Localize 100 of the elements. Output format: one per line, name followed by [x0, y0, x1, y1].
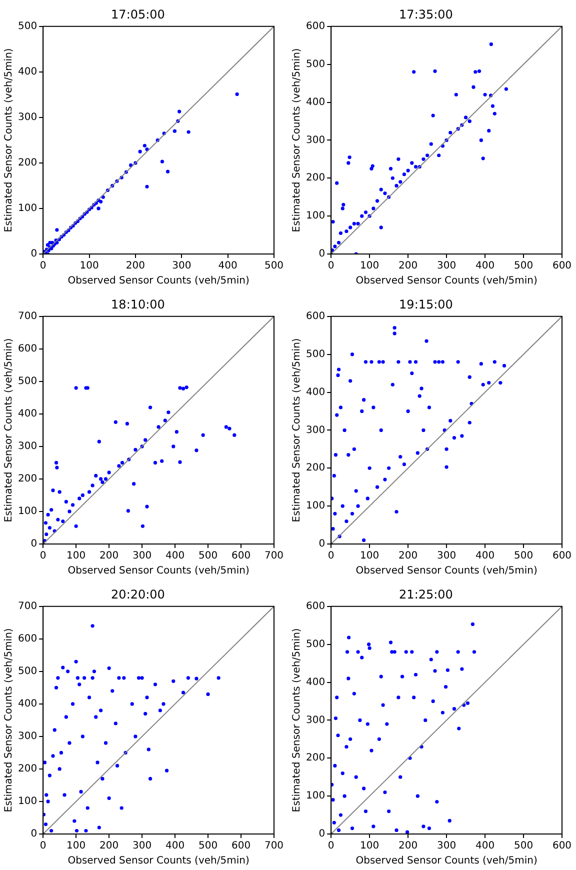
y-tick-label: 400	[306, 96, 326, 108]
x-tick-label: 500	[264, 260, 284, 272]
y-tick-label: 600	[306, 310, 326, 322]
x-tick-label: 300	[172, 260, 192, 272]
x-axis-title: Observed Sensor Counts (veh/5min)	[68, 566, 250, 577]
y-tick-label: 500	[306, 58, 326, 70]
x-tick-label: 300	[436, 840, 456, 852]
y-tick-label: 200	[306, 172, 326, 184]
y-axis-title: Estimated Sensor Counts (veh/5min)	[292, 628, 303, 812]
x-tick-label: 200	[100, 550, 119, 562]
y-tick-label: 200	[18, 474, 38, 485]
y-tick-label: 200	[18, 158, 38, 169]
y-tick-label: 700	[18, 600, 38, 612]
x-tick-label: 100	[360, 550, 380, 562]
y-tick-label: 400	[18, 408, 38, 420]
y-tick-label: 0	[30, 248, 38, 260]
y-axis-title: Estimated Sensor Counts (veh/5min)	[292, 338, 303, 522]
y-tick-label: 300	[306, 134, 326, 146]
x-tick-label: 200	[398, 840, 418, 852]
x-tick-label: 100	[80, 260, 99, 272]
x-tick-label: 100	[360, 840, 380, 852]
x-tick-label: 100	[66, 550, 86, 562]
y-tick-label: 700	[18, 310, 38, 322]
x-axis-title: Observed Sensor Counts (veh/5min)	[68, 856, 250, 867]
y-tick-label: 600	[18, 634, 38, 645]
chart-title: 17:35:00	[399, 7, 453, 22]
x-tick-label: 0	[40, 840, 46, 852]
x-tick-label: 0	[40, 260, 46, 272]
y-tick-label: 300	[306, 714, 326, 726]
x-tick-label: 400	[165, 840, 185, 852]
x-tick-label: 300	[436, 260, 456, 272]
x-tick-label: 700	[264, 550, 284, 562]
chart-title: 20:20:00	[111, 587, 165, 602]
y-tick-label: 400	[306, 386, 326, 398]
y-tick-label: 300	[18, 112, 38, 124]
x-tick-label: 300	[132, 550, 152, 562]
y-axis-title: Estimated Sensor Counts (veh/5min)	[4, 48, 15, 232]
x-tick-label: 0	[328, 550, 334, 562]
y-tick-label: 100	[18, 203, 38, 214]
y-tick-label: 500	[18, 666, 38, 678]
y-tick-label: 600	[306, 600, 326, 612]
x-tick-label: 200	[100, 840, 119, 852]
chart-title: 19:15:00	[399, 297, 453, 312]
x-tick-label: 400	[475, 260, 495, 272]
y-tick-label: 100	[18, 506, 38, 518]
x-axis-title: Observed Sensor Counts (veh/5min)	[356, 566, 538, 577]
chart-title: 17:05:00	[111, 7, 165, 22]
y-tick-label: 500	[18, 376, 38, 388]
y-tick-label: 400	[306, 676, 326, 688]
y-tick-label: 400	[18, 66, 38, 78]
x-tick-label: 400	[475, 550, 495, 562]
x-tick-label: 100	[66, 840, 86, 852]
x-axis-title: Observed Sensor Counts (veh/5min)	[356, 856, 538, 867]
x-tick-label: 500	[514, 260, 534, 272]
x-tick-label: 500	[514, 840, 534, 852]
y-tick-label: 200	[306, 752, 326, 764]
y-tick-label: 100	[306, 500, 326, 512]
x-tick-label: 500	[514, 550, 534, 562]
x-tick-label: 400	[218, 260, 238, 272]
y-tick-label: 0	[30, 538, 38, 550]
y-axis-title: Estimated Sensor Counts (veh/5min)	[292, 48, 303, 232]
y-tick-label: 100	[306, 790, 326, 802]
y-tick-label: 0	[318, 538, 326, 550]
x-tick-label: 100	[360, 260, 380, 272]
y-tick-label: 600	[306, 20, 326, 32]
x-tick-label: 200	[398, 260, 418, 272]
y-tick-label: 300	[306, 424, 326, 436]
y-tick-label: 100	[306, 210, 326, 222]
x-tick-label: 0	[328, 260, 334, 272]
y-tick-label: 0	[318, 248, 326, 260]
x-tick-label: 600	[231, 840, 251, 852]
x-tick-label: 200	[126, 260, 145, 272]
x-tick-label: 600	[552, 550, 572, 562]
y-tick-label: 500	[18, 20, 38, 32]
y-tick-label: 300	[18, 731, 38, 742]
x-tick-label: 600	[552, 840, 572, 852]
y-tick-label: 200	[18, 764, 38, 775]
chart-title: 21:25:00	[399, 587, 453, 602]
x-axis-title: Observed Sensor Counts (veh/5min)	[68, 276, 250, 287]
y-tick-label: 200	[306, 462, 326, 474]
x-tick-label: 500	[198, 840, 218, 852]
x-tick-label: 200	[398, 550, 418, 562]
y-tick-label: 100	[18, 796, 38, 808]
y-tick-label: 600	[18, 344, 38, 355]
x-tick-label: 700	[264, 840, 284, 852]
y-tick-label: 500	[306, 638, 326, 650]
x-tick-label: 600	[231, 550, 251, 562]
y-tick-label: 0	[30, 828, 38, 840]
y-tick-label: 500	[306, 348, 326, 360]
x-tick-label: 400	[165, 550, 185, 562]
y-tick-label: 300	[18, 441, 38, 452]
y-tick-label: 400	[18, 698, 38, 710]
x-tick-label: 600	[552, 260, 572, 272]
x-tick-label: 0	[328, 840, 334, 852]
chart-title: 18:10:00	[111, 297, 165, 312]
x-tick-label: 400	[475, 840, 495, 852]
x-axis-title: Observed Sensor Counts (veh/5min)	[356, 276, 538, 287]
y-axis-title: Estimated Sensor Counts (veh/5min)	[4, 338, 15, 522]
x-tick-label: 300	[132, 840, 152, 852]
x-tick-label: 300	[436, 550, 456, 562]
